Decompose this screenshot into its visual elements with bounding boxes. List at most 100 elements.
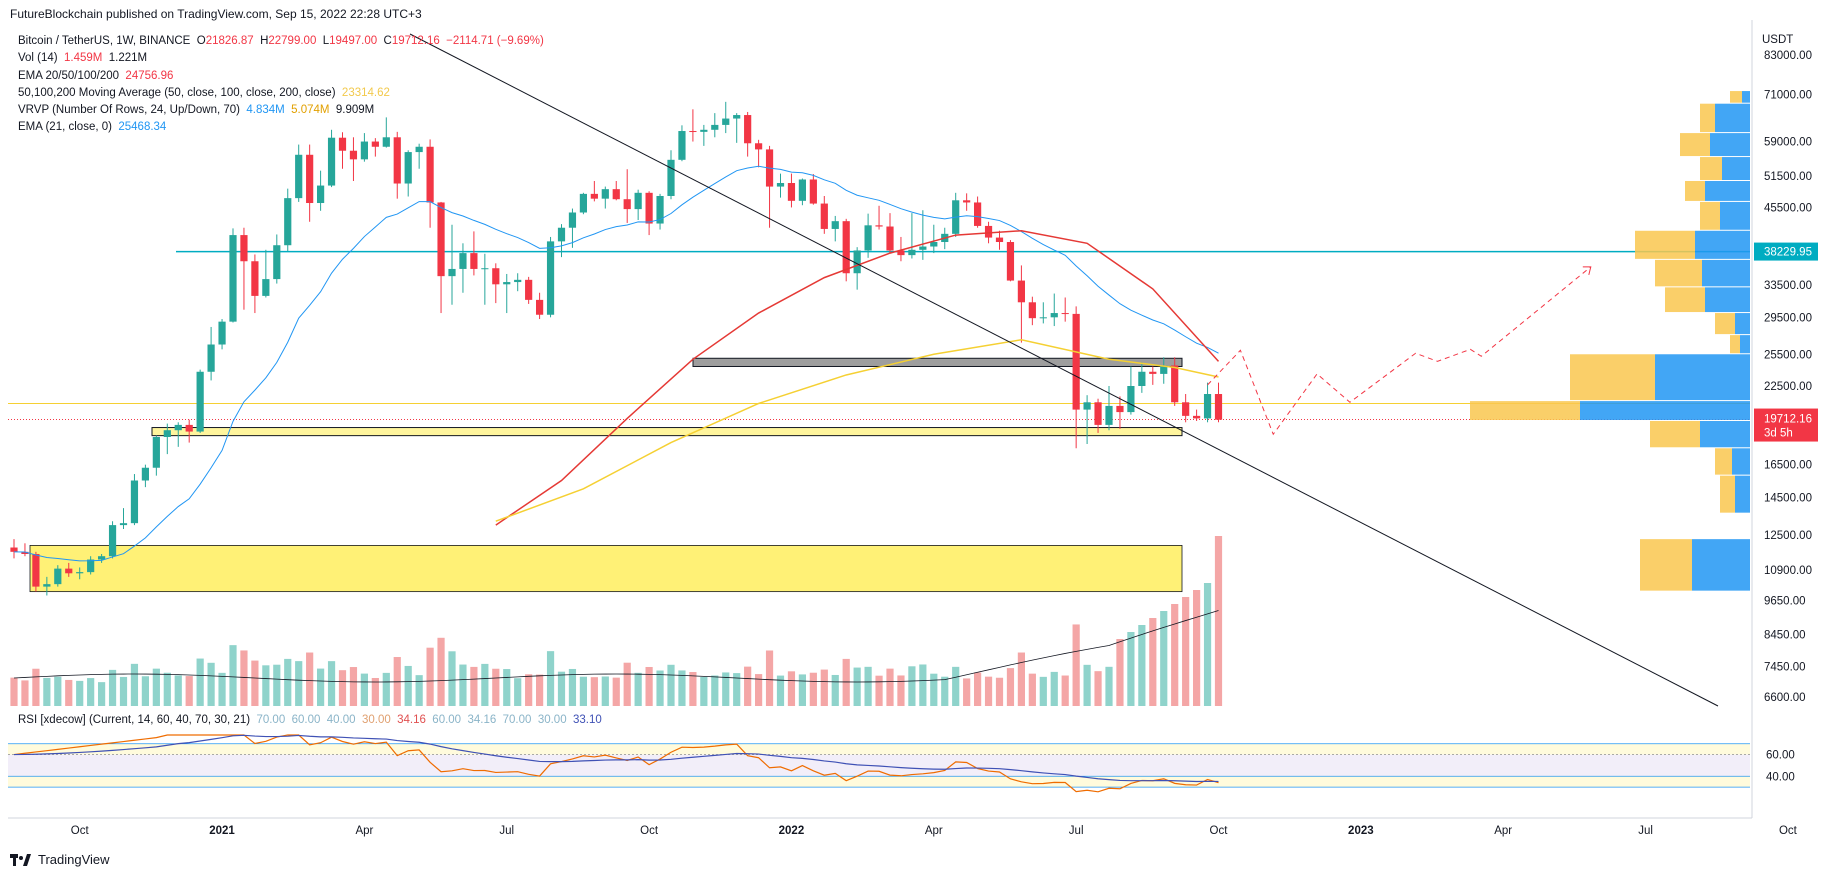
vp-up-bar (1695, 230, 1750, 259)
volume-bar (711, 675, 719, 706)
price-axis-tick: 8450.00 (1764, 629, 1806, 641)
candle-body (700, 129, 708, 132)
volume-bar (108, 669, 117, 706)
volume-bar (1083, 664, 1091, 706)
candle-body (634, 192, 642, 210)
volume-bar (590, 677, 598, 706)
candle-body (371, 141, 379, 147)
rsi-axis-tick: 40.00 (1766, 771, 1795, 783)
volume-bar (514, 678, 522, 706)
volume-bar (229, 645, 237, 706)
volume-bar (470, 666, 478, 706)
legend-ma-label: 50,100,200 Moving Average (50, close, 10… (18, 86, 336, 99)
candle-body (76, 572, 84, 574)
vp-up-bar (1715, 103, 1750, 133)
volume-bar (218, 672, 226, 706)
legend-ma-row[interactable]: 50,100,200 Moving Average (50, close, 10… (18, 85, 544, 102)
candle-body (776, 183, 785, 187)
legend-ema21-label: EMA (21, close, 0) (18, 121, 112, 134)
vp-up-bar (1692, 539, 1750, 591)
rsi-legend-v0: 70.00 (256, 714, 286, 726)
volume-bar (820, 669, 828, 706)
volume-bar (152, 668, 160, 706)
rsi-line (13, 734, 1219, 793)
volume-bar (984, 676, 993, 706)
candle-body (1028, 302, 1036, 319)
volume-bar (733, 673, 741, 706)
vp-up-bar (1702, 259, 1750, 287)
candle-body (623, 199, 631, 210)
candle-body (1160, 365, 1168, 374)
vp-up-bar (1720, 201, 1750, 230)
legend-vol-row[interactable]: Vol (14) 1.459M 1.221M (18, 50, 544, 67)
volume-bar (798, 674, 806, 706)
volume-bar (404, 665, 412, 706)
candle-body (152, 437, 160, 468)
volume-bar (437, 637, 445, 706)
legend-symbol[interactable]: Bitcoin / TetherUS, 1W, BINANCE (18, 35, 191, 47)
vp-up-bar (1705, 287, 1750, 313)
candle-body (273, 245, 281, 280)
candle-body (481, 268, 489, 270)
price-axis-tick: 14500.00 (1764, 492, 1812, 504)
vp-up-bar (1700, 420, 1750, 448)
candle-body (919, 246, 927, 250)
volume-bar (897, 675, 905, 706)
price-axis-tick: 51500.00 (1764, 171, 1812, 183)
vp-down-bar (1685, 180, 1705, 201)
price-axis-tick: 6600.00 (1764, 692, 1806, 704)
volume-bar (251, 660, 259, 706)
volume-bar (1116, 639, 1124, 706)
volume-bar (360, 673, 368, 706)
volume-bar (76, 680, 84, 706)
volume-bar (1006, 668, 1015, 706)
volume-bar (240, 650, 248, 706)
candle-body (1039, 317, 1047, 319)
candle-body (568, 212, 577, 228)
footer[interactable]: TradingView (10, 852, 110, 867)
volume-bar (952, 666, 960, 706)
candle-body (43, 584, 51, 587)
candle-body (1171, 365, 1179, 403)
volume-bar (579, 676, 587, 706)
volume-bar (262, 665, 270, 706)
legend-vrvp-row[interactable]: VRVP (Number Of Rows, 24, Up/Down, 70) 4… (18, 102, 544, 119)
volume-bar (645, 666, 653, 706)
volume-bar (284, 658, 292, 706)
rsi-legend-v9: 33.10 (572, 714, 602, 726)
legend-symbol-row[interactable]: Bitcoin / TetherUS, 1W, BINANCE O21826.8… (18, 33, 544, 50)
rsi-legend[interactable]: RSI [xdecow] (Current, 14, 60, 40, 70, 3… (18, 714, 602, 726)
volume-bar (21, 680, 29, 706)
candle-body (820, 203, 828, 229)
volume-bar (995, 677, 1004, 706)
candle-body (130, 480, 139, 524)
vp-down-bar (1665, 287, 1705, 313)
legend-vol-v2: 1.221M (108, 52, 148, 65)
volume-bar (43, 677, 51, 706)
candle-body (98, 556, 106, 560)
volume-bar (536, 674, 544, 706)
volume-bar (634, 672, 642, 706)
candle-body (667, 159, 675, 196)
vp-up-bar (1580, 401, 1750, 420)
time-axis-label: Oct (1779, 825, 1798, 837)
candle-body (787, 183, 796, 201)
volume-bar (141, 676, 149, 706)
volume-bar (1171, 604, 1179, 706)
candle-body (1083, 402, 1091, 410)
price-axis-tick: 22500.00 (1764, 381, 1812, 393)
candle-body (415, 146, 423, 153)
legend-ema21-row[interactable]: EMA (21, close, 0) 25468.34 (18, 119, 544, 136)
volume-bar (98, 682, 106, 706)
publisher-line: FutureBlockchain published on TradingVie… (10, 7, 422, 21)
candle-body (831, 221, 839, 229)
candle-body (525, 279, 533, 300)
vp-up-bar (1655, 354, 1750, 401)
legend-ema-multi-row[interactable]: EMA 20/50/100/200 24756.96 (18, 68, 544, 85)
volume-bar (941, 676, 949, 706)
volume-bar (963, 678, 971, 706)
price-axis-tick: 59000.00 (1764, 137, 1812, 149)
volume-ma-line (13, 610, 1219, 683)
candle-body (207, 344, 215, 372)
candle-body (470, 253, 478, 269)
